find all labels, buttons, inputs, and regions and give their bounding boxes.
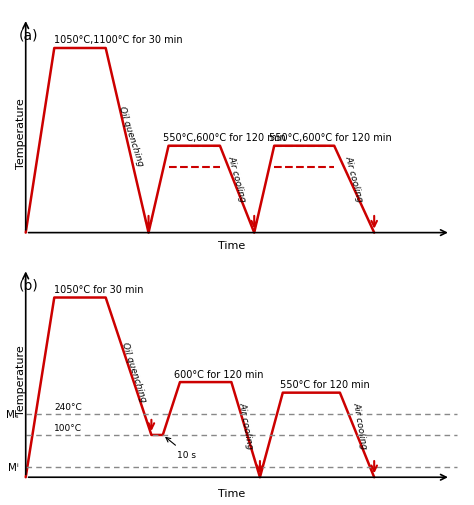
Text: Mₛ: Mₛ [6, 409, 18, 419]
Text: 100°C: 100°C [55, 423, 82, 432]
Text: Time: Time [218, 488, 245, 498]
Text: 550°C for 120 min: 550°C for 120 min [280, 380, 370, 390]
Text: Air cooling: Air cooling [227, 155, 247, 203]
Text: 10 s: 10 s [166, 438, 196, 459]
Text: Temperature: Temperature [17, 344, 27, 415]
Text: Air cooling: Air cooling [351, 400, 368, 449]
Text: 1050°C,1100°C for 30 min: 1050°C,1100°C for 30 min [55, 34, 183, 44]
Text: 240°C: 240°C [55, 402, 82, 411]
Text: (a): (a) [18, 28, 38, 42]
Text: Time: Time [218, 241, 245, 250]
Text: Temperature: Temperature [17, 97, 27, 168]
Text: Air cooling: Air cooling [237, 400, 254, 449]
Text: (b): (b) [18, 278, 38, 292]
Text: 600°C for 120 min: 600°C for 120 min [174, 369, 264, 379]
Text: Air cooling: Air cooling [344, 155, 365, 203]
Text: Mⁱ: Mⁱ [8, 462, 18, 472]
Text: Oil quenching: Oil quenching [118, 105, 146, 167]
Text: 1050°C for 30 min: 1050°C for 30 min [55, 285, 144, 295]
Text: 550°C,600°C for 120 min: 550°C,600°C for 120 min [163, 133, 285, 143]
Text: 550°C,600°C for 120 min: 550°C,600°C for 120 min [268, 133, 391, 143]
Text: Oil quenching: Oil quenching [120, 341, 148, 403]
